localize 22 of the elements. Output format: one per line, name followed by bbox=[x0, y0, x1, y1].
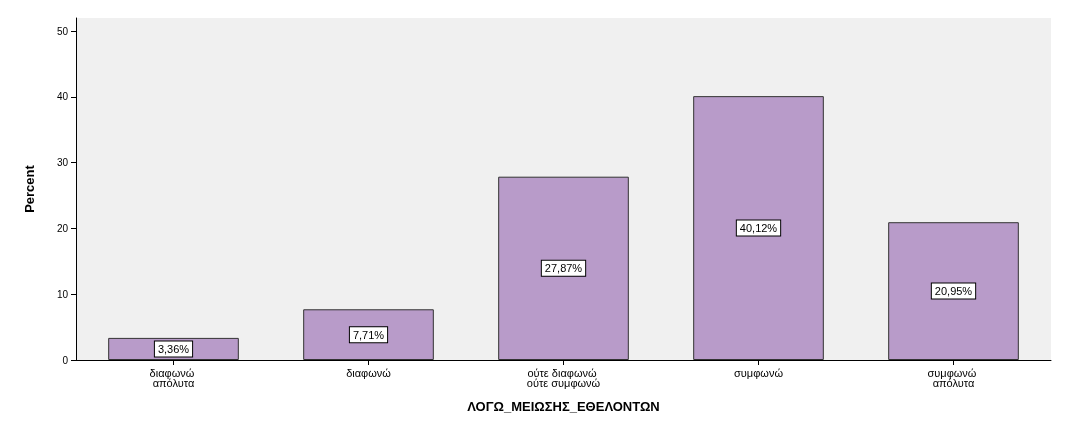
y-tick-label: 20 bbox=[56, 222, 69, 234]
data-label: 27,87% bbox=[544, 262, 583, 275]
data-label: 40,12% bbox=[739, 222, 778, 235]
x-tick-label: συμφωνώ απόλυτα bbox=[927, 367, 980, 389]
x-tick-label: ούτε διαφωνώ ούτε συμφωνώ bbox=[526, 367, 601, 389]
x-tick-label: συμφωνώ bbox=[734, 367, 784, 379]
x-tick-label: διαφωνώ bbox=[346, 367, 392, 379]
y-tick-label: 50 bbox=[56, 25, 69, 37]
y-tick-label: 40 bbox=[56, 91, 69, 103]
y-tick-label: 10 bbox=[56, 288, 69, 300]
bar bbox=[693, 96, 824, 360]
data-label: 20,95% bbox=[934, 285, 973, 298]
data-label: 7,71% bbox=[352, 328, 385, 341]
y-tick-label: 0 bbox=[62, 354, 69, 366]
x-tick-label: διαφωνώ απόλυτα bbox=[149, 367, 198, 389]
bar bbox=[498, 176, 629, 360]
y-axis-title: Percent bbox=[22, 164, 37, 213]
data-label: 3,36% bbox=[157, 342, 190, 355]
bar bbox=[888, 222, 1019, 360]
x-axis-title: ΛΟΓΩ_ΜΕΙΩΣΗΣ_ΕΘΕΛΟΝΤΩΝ bbox=[467, 399, 660, 414]
bar bbox=[303, 309, 434, 360]
y-tick-label: 30 bbox=[56, 157, 69, 169]
